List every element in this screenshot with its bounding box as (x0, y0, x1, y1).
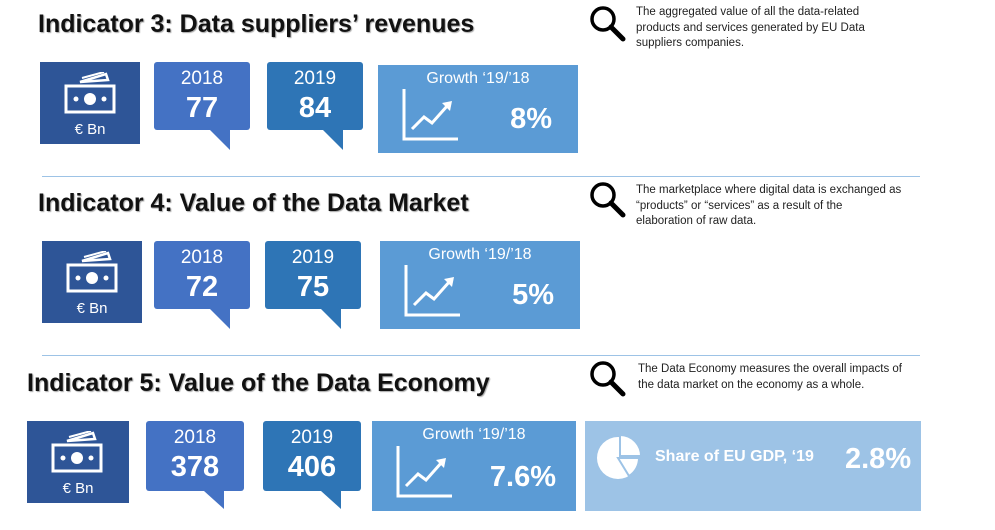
banknote-icon (64, 72, 116, 114)
year-value: 72 (185, 271, 219, 303)
gdp-share-label: Share of EU GDP, ‘19 (655, 448, 814, 465)
indicator-4-title: Indicator 4: Value of the Data Market (38, 189, 469, 217)
growth-value: 8% (510, 103, 552, 135)
indicator-5-2019-bubble: 2019 406 (263, 421, 361, 509)
bubble-tail (210, 130, 230, 150)
year-value: 77 (185, 92, 219, 124)
section-divider (42, 355, 920, 356)
indicator-4-description: The marketplace where digital data is ex… (636, 184, 902, 227)
bubble-tail (210, 309, 230, 329)
unit-label: € Bn (62, 480, 94, 497)
growth-label: Growth ‘19/’18 (426, 70, 530, 87)
growth-value: 7.6% (489, 461, 556, 493)
indicator-5-title: Indicator 5: Value of the Data Economy (27, 369, 490, 397)
year-value: 84 (298, 92, 332, 124)
year-value: 378 (170, 451, 220, 483)
indicator-5-unit-box: € Bn (27, 421, 129, 503)
indicator-5-growth-box: Growth ‘19/’18 7.6% (372, 421, 576, 511)
indicator-3-2018-bubble: 2018 77 (154, 62, 250, 150)
year-value: 75 (296, 271, 330, 303)
unit-label: € Bn (74, 121, 106, 138)
indicator-3-description: The aggregated value of all the data-rel… (636, 6, 865, 49)
bubble-tail (323, 130, 343, 150)
banknote-icon (51, 431, 103, 473)
indicator-4-growth-box: Growth ‘19/’18 5% (380, 241, 580, 329)
indicator-3-unit-box: € Bn (40, 62, 140, 144)
year-label: 2019 (290, 427, 334, 448)
search-icon (590, 182, 626, 218)
bubble-tail (204, 491, 224, 509)
indicator-3-title: Indicator 3: Data suppliers’ revenues (38, 10, 475, 38)
indicator-3-growth-box: Growth ‘19/’18 8% (378, 65, 578, 153)
trend-chart-icon (404, 265, 460, 317)
indicator-4-2018-bubble: 2018 72 (154, 241, 250, 329)
year-label: 2018 (173, 427, 217, 448)
search-icon (590, 361, 626, 397)
gdp-share-box: Share of EU GDP, ‘19 2.8% (585, 421, 921, 511)
year-value: 406 (287, 451, 337, 483)
indicator-5-2018-bubble: 2018 378 (146, 421, 244, 509)
year-label: 2019 (291, 247, 335, 268)
pie-chart-icon (597, 433, 643, 479)
indicator-4-2019-bubble: 2019 75 (265, 241, 361, 329)
bubble-tail (321, 309, 341, 329)
year-label: 2019 (293, 68, 337, 89)
banknote-icon (66, 251, 118, 293)
section-divider (42, 176, 920, 177)
year-label: 2018 (180, 247, 224, 268)
growth-label: Growth ‘19/’18 (428, 246, 532, 263)
indicator-3-2019-bubble: 2019 84 (267, 62, 363, 150)
search-icon (590, 6, 626, 42)
growth-label: Growth ‘19/’18 (422, 426, 526, 443)
trend-chart-icon (402, 89, 458, 141)
indicator-4-unit-box: € Bn (42, 241, 142, 323)
trend-chart-icon (396, 446, 452, 498)
gdp-share-value: 2.8% (845, 443, 912, 475)
bubble-tail (321, 491, 341, 509)
year-label: 2018 (180, 68, 224, 89)
unit-label: € Bn (76, 300, 108, 317)
indicator-5-description: The Data Economy measures the overall im… (638, 363, 902, 391)
growth-value: 5% (512, 279, 554, 311)
